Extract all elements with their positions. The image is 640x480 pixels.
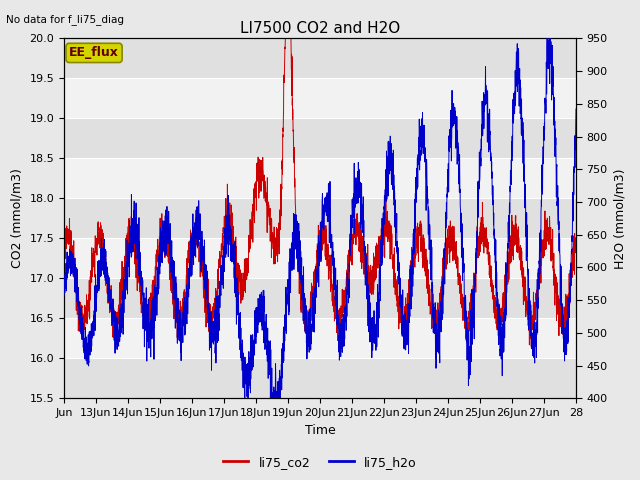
Text: No data for f_li75_diag: No data for f_li75_diag [6,14,124,25]
Bar [64,239,576,278]
Legend: li75_co2, li75_h2o: li75_co2, li75_h2o [218,451,422,474]
Title: LI7500 CO2 and H2O: LI7500 CO2 and H2O [240,21,400,36]
Bar [64,198,576,239]
Bar [64,278,576,318]
Bar [64,359,576,398]
Y-axis label: CO2 (mmol/m3): CO2 (mmol/m3) [11,168,24,268]
Bar [64,119,576,158]
Bar [64,158,576,198]
Bar [64,318,576,359]
Text: EE_flux: EE_flux [69,47,119,60]
X-axis label: Time: Time [305,424,335,437]
Y-axis label: H2O (mmol/m3): H2O (mmol/m3) [613,168,626,269]
Bar [64,38,576,78]
Bar [64,78,576,119]
